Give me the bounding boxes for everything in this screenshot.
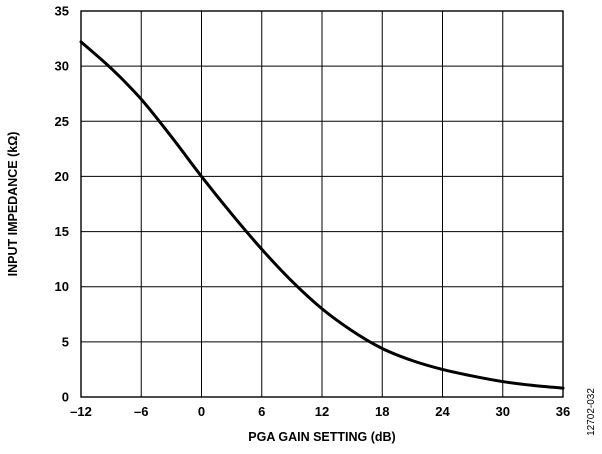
series-layer	[79, 40, 565, 390]
x-tick-label: 0	[198, 404, 205, 419]
y-tick-label: 5	[62, 334, 69, 349]
x-tick-label: –12	[70, 404, 92, 419]
x-tick-label: 18	[375, 404, 389, 419]
y-axis-title: INPUT IMPEDANCE (kΩ)	[6, 132, 20, 277]
y-tick-label: 0	[62, 390, 69, 405]
y-tick-label: 10	[55, 279, 69, 294]
y-tick-label: 20	[55, 169, 69, 184]
y-tick-label: 35	[55, 4, 69, 19]
x-tick-label: 30	[496, 404, 510, 419]
x-tick-label: 12	[315, 404, 329, 419]
series-line	[79, 40, 565, 390]
plot-frame	[80, 10, 564, 398]
grid	[80, 10, 564, 398]
tick-labels: –12 –6 0 6 12 18 24 30 36 0 5 10 15 20 25 30 35	[55, 4, 571, 420]
x-axis-title: PGA GAIN SETTING (dB)	[248, 430, 395, 444]
y-tick-label: 30	[55, 59, 69, 74]
x-tick-label: –6	[134, 404, 148, 419]
x-tick-label: 36	[556, 404, 570, 419]
figure-id: 12702-032	[586, 388, 597, 436]
x-tick-label: 24	[435, 404, 450, 419]
x-tick-label: 6	[258, 404, 265, 419]
y-tick-label: 25	[55, 114, 69, 129]
y-tick-label: 15	[55, 224, 69, 239]
